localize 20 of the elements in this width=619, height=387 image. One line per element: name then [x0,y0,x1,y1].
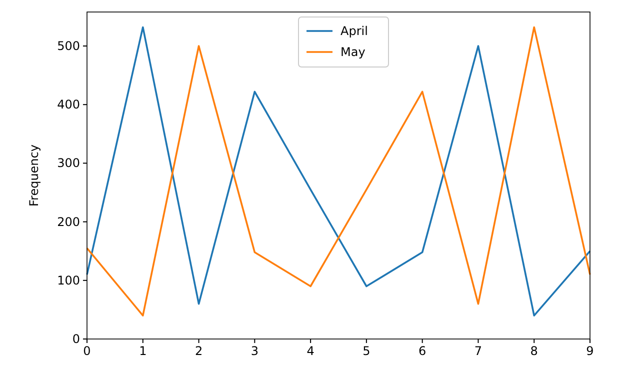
x-tick-label: 4 [306,344,314,358]
legend-label: April [340,24,368,38]
y-tick-label: 200 [57,214,80,229]
legend-label: May [340,45,366,59]
x-tick-label: 5 [362,344,370,358]
line-series [86,26,591,316]
x-tick-label: 8 [530,344,538,358]
x-tick-label: 3 [250,344,258,358]
y-tick-label: 100 [57,273,80,288]
x-tick-label: 0 [83,344,91,358]
x-tick-label: 6 [418,344,426,358]
y-tick-label: 300 [57,156,80,170]
x-tick-label: 7 [474,344,482,358]
y-tick-label: 500 [57,38,80,53]
y-tick-label: 400 [57,98,80,112]
x-tick-label: 1 [139,344,147,358]
y-tick-label: 0 [72,332,80,346]
x-tick-label: 2 [194,344,203,358]
y-axis-title: Frequency [27,144,41,206]
x-tick-label: 9 [586,344,594,358]
